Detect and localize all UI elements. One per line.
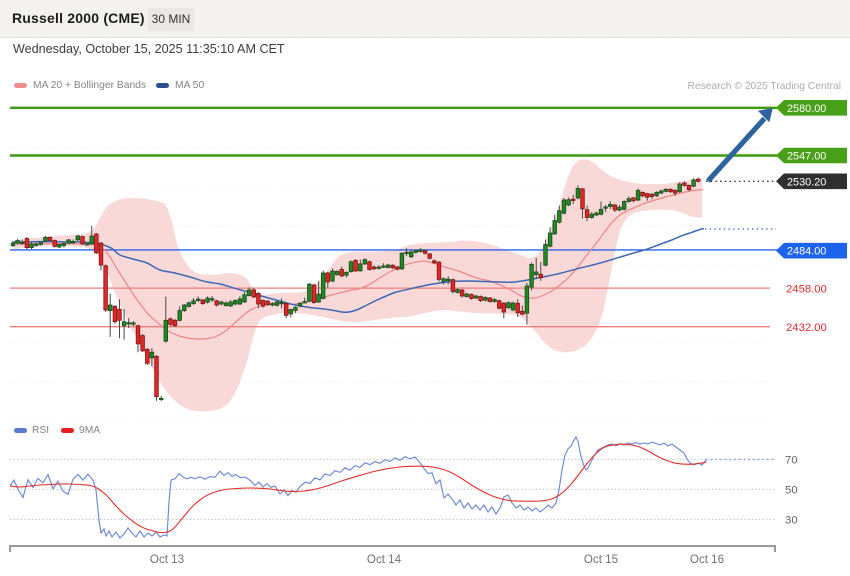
svg-text:2530.20: 2530.20 [787, 176, 826, 188]
svg-text:Oct 13: Oct 13 [150, 553, 184, 566]
svg-text:2580.00: 2580.00 [787, 103, 826, 115]
svg-text:Oct 15: Oct 15 [584, 553, 618, 566]
svg-text:Oct 16: Oct 16 [690, 553, 724, 566]
svg-text:2458.00: 2458.00 [786, 283, 827, 295]
svg-text:2547.00: 2547.00 [787, 151, 826, 163]
svg-text:Oct 14: Oct 14 [367, 553, 402, 566]
svg-text:2432.00: 2432.00 [786, 322, 827, 334]
svg-text:50: 50 [785, 484, 798, 496]
svg-text:30: 30 [785, 514, 798, 526]
svg-text:70: 70 [785, 454, 798, 466]
svg-text:2484.00: 2484.00 [787, 246, 826, 258]
